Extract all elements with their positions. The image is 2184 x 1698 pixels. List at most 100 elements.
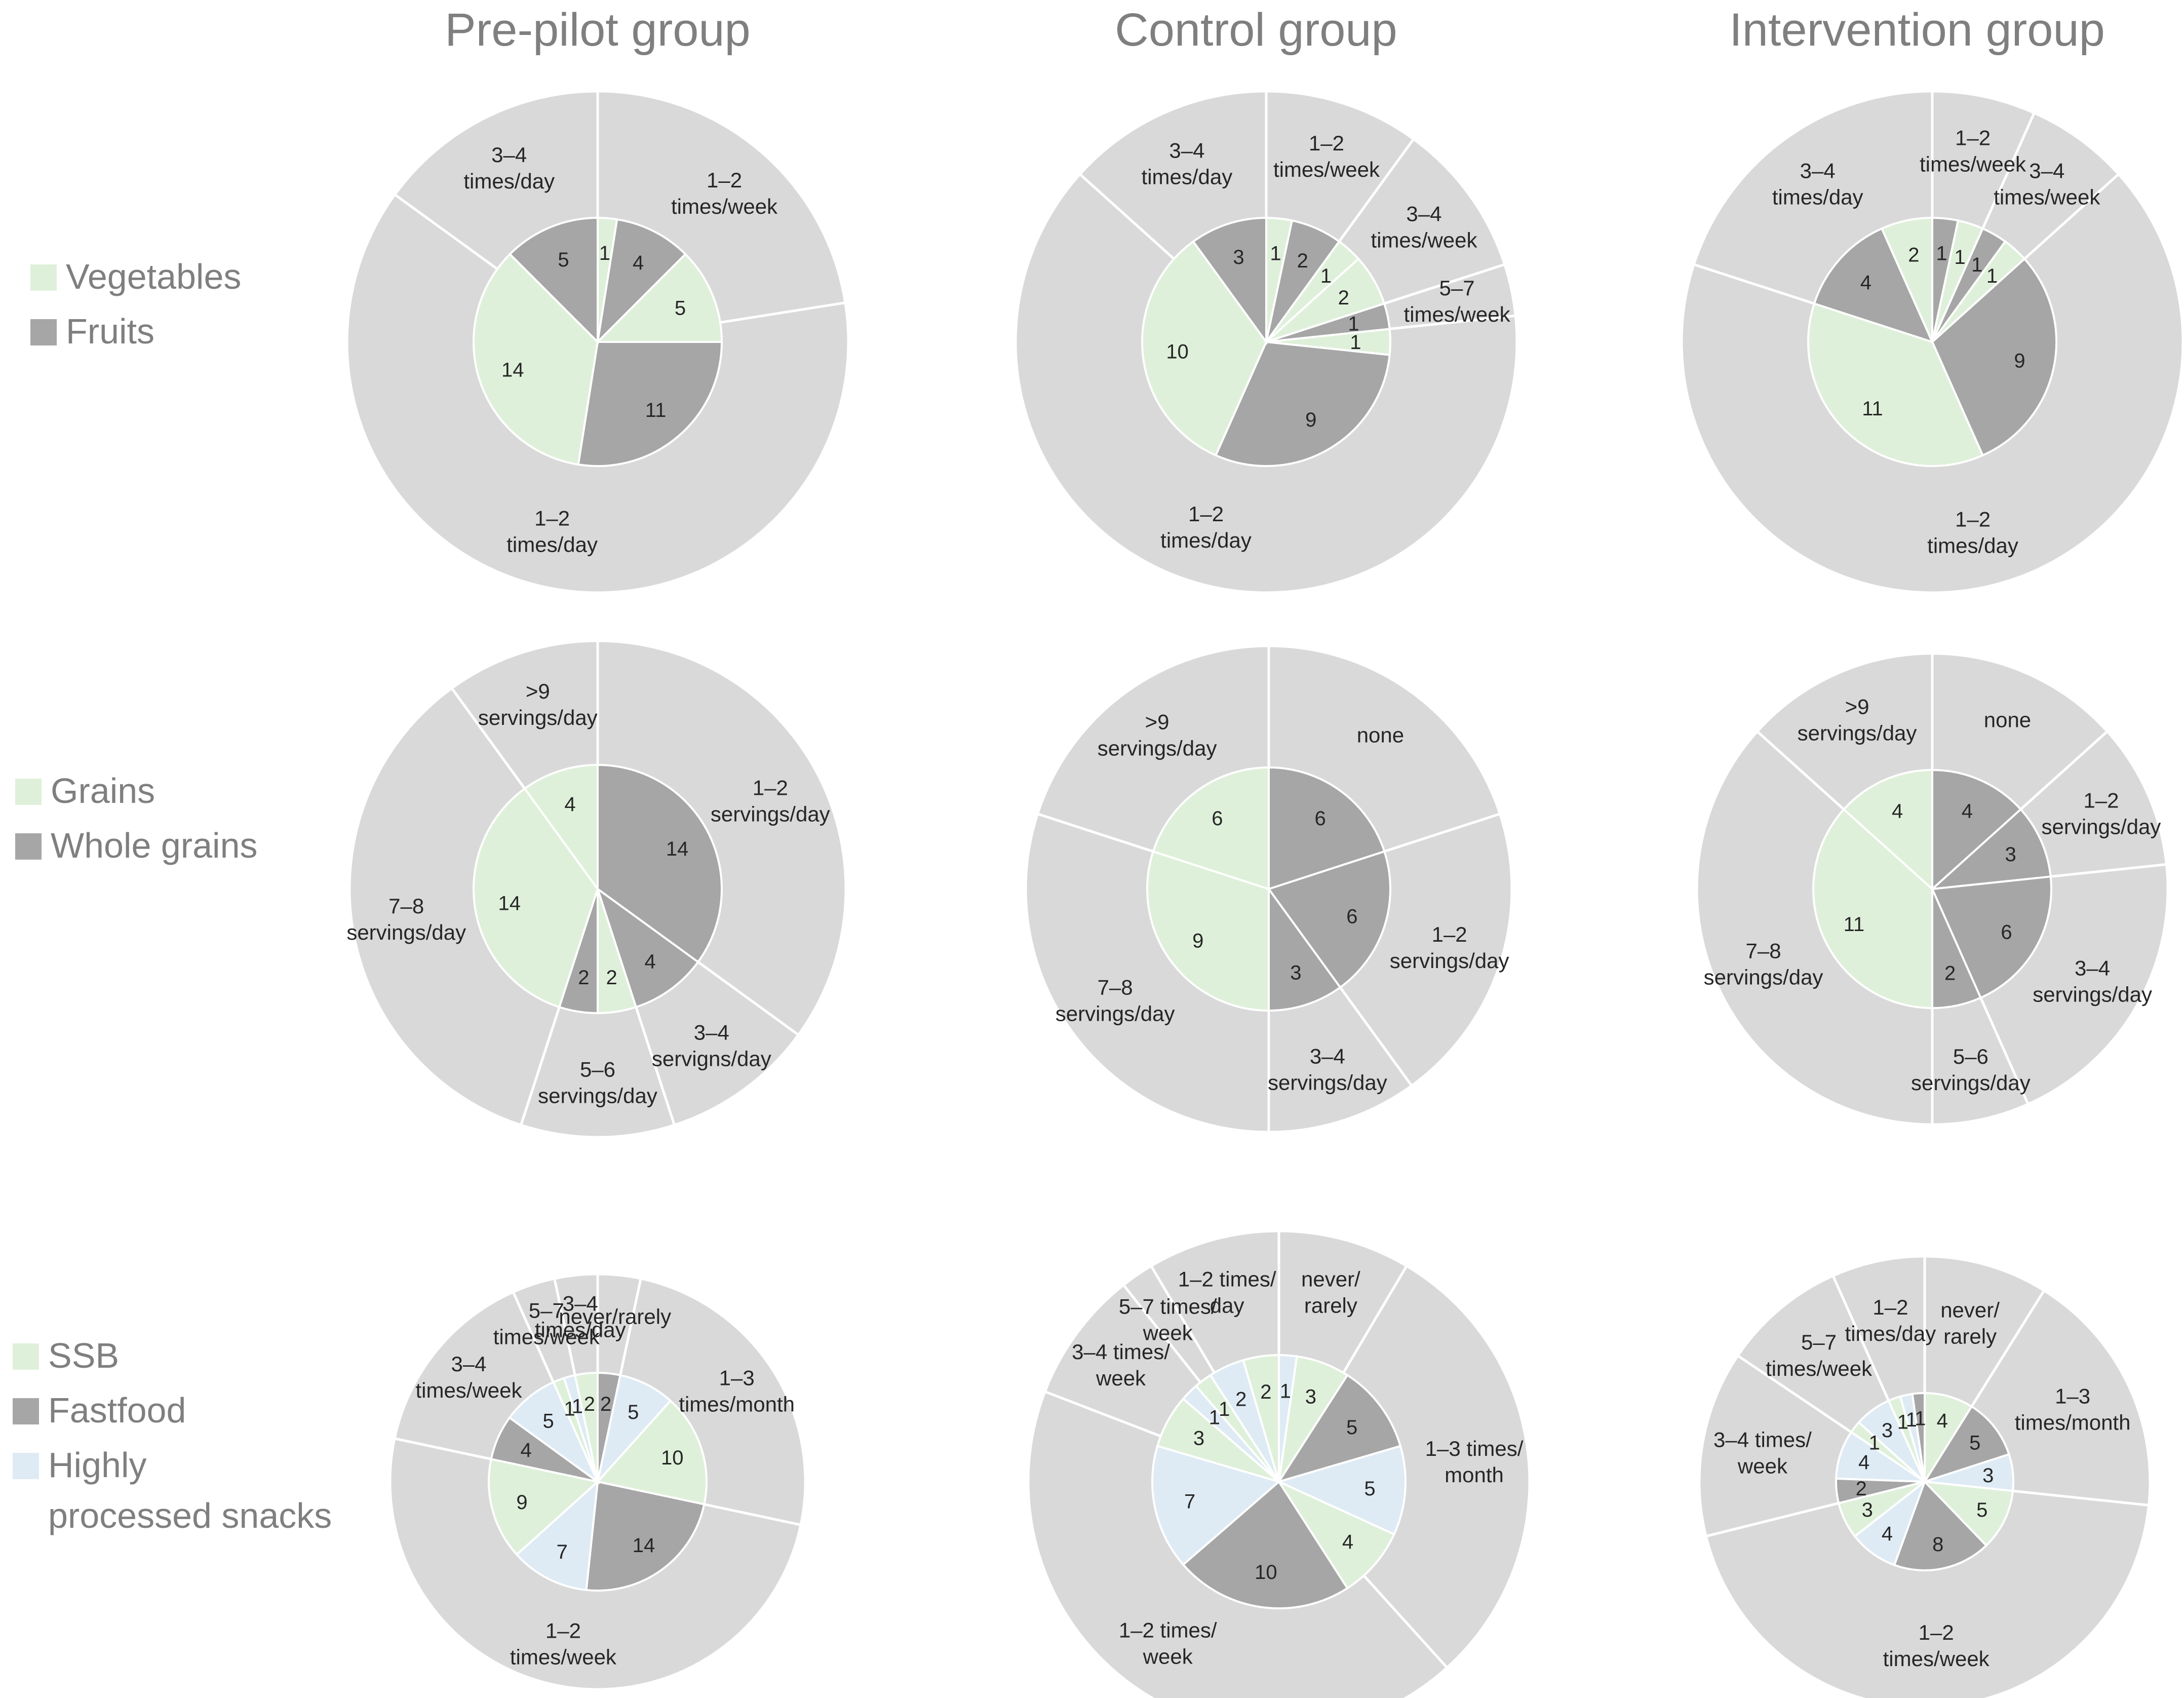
outer-category-label: 1–2 servings/day [1390, 922, 1509, 973]
inner-slice-fastfood [1182, 1480, 1349, 1609]
inner-slice-whole-grains [1267, 850, 1391, 989]
inner-value-label: 3 [1862, 1499, 1873, 1521]
inner-value-label: 3 [1290, 961, 1301, 984]
outer-category-label: never/rarely [559, 1304, 671, 1328]
inner-slice-whole-grains [1931, 768, 2022, 892]
inner-slice-vegetables [595, 252, 723, 343]
outer-category-label: 5–7 times/week [1766, 1330, 1873, 1380]
legend-label-whole-grains: Whole grains [51, 826, 258, 865]
legend-swatch-fastfood [13, 1398, 39, 1424]
outer-category-label: 1–2 servings/day [2042, 789, 2161, 839]
inner-slice-whole-grains [1931, 875, 2052, 999]
outer-category-label: 1–3 times/month [679, 1366, 795, 1416]
inner-value-label: 2 [600, 1393, 611, 1415]
outer-category-label: 1–2 times/day [506, 506, 598, 556]
outer-slice-1-2-servings-day [596, 639, 847, 1037]
inner-value-label: 11 [1844, 913, 1865, 936]
inner-slice-fruits [508, 216, 599, 344]
inner-value-label: 4 [645, 951, 656, 973]
inner-slice-vegetables [1807, 302, 1984, 468]
outer-slice-1-2-times-week [1704, 1480, 2151, 1698]
legend-label-fruits: Fruits [66, 312, 154, 351]
outer-category-label: 3–4 times/week [1994, 159, 2100, 209]
inner-value-label: 4 [564, 793, 575, 816]
inner-value-label: 8 [1932, 1533, 1943, 1556]
outer-category-label: 1–2 times/week [1119, 1618, 1217, 1668]
inner-slice-fruits [577, 341, 723, 468]
outer-category-label: 1–3 times/month [2015, 1384, 2131, 1435]
outer-category-label: 3–4 servings/day [2033, 956, 2152, 1007]
inner-value-label: 3 [1193, 1427, 1204, 1450]
inner-value-label: 1 [1350, 331, 1361, 354]
inner-value-label: 1 [1219, 1398, 1230, 1420]
inner-value-label: 4 [1858, 1451, 1869, 1474]
legend-swatch-highly-processed-snacks [13, 1453, 39, 1479]
inner-slice-fruits [1192, 216, 1267, 345]
inner-value-label: 1 [599, 242, 610, 264]
legend-3: SSB Fastfood Highly processed snacks [13, 1336, 332, 1535]
legend-label-highly-processed-snacks: Highly processed snacks [48, 1445, 332, 1535]
outer-category-label: 1–2 times/day [1845, 1295, 1936, 1345]
outer-category-label: 7–8 servings/day [1704, 939, 1823, 989]
inner-value-label: 4 [1892, 800, 1903, 822]
inner-slice-ssb [1242, 1354, 1280, 1482]
outer-category-label: 3–4 times/day [463, 143, 555, 193]
legend-swatch-vegetables [30, 264, 57, 291]
inner-value-label: 10 [1166, 340, 1189, 363]
inner-value-label: 1 [1906, 1409, 1917, 1431]
inner-value-label: 4 [1882, 1523, 1893, 1545]
inner-value-label: 11 [1862, 398, 1883, 420]
outer-category-label: 1–2 times/week [1273, 131, 1380, 181]
column-title-intervention: Intervention group [1729, 4, 2105, 56]
inner-value-label: 6 [1314, 807, 1325, 830]
column-titles: Pre-pilot group Control group Interventi… [445, 4, 2105, 56]
inner-value-label: 2 [1944, 962, 1956, 985]
outer-category-label: 3–4 times/day [1772, 159, 1863, 209]
legend-swatch-whole-grains [15, 833, 42, 860]
inner-slice-whole-grains [596, 886, 700, 1009]
inner-value-label: 3 [1882, 1419, 1893, 1442]
inner-value-label: 3 [1233, 246, 1244, 268]
inner-value-label: 1 [1209, 1407, 1220, 1429]
outer-category-label: 1–2 times/day [1178, 1267, 1276, 1317]
outer-category-label: 7–8 servings/day [346, 894, 466, 944]
inner-value-label: 2 [1297, 250, 1308, 272]
outer-slice-7-8-servings-day [348, 686, 599, 1127]
inner-value-label: 2 [1856, 1478, 1867, 1500]
legend-swatch-grains [15, 779, 42, 805]
outer-category-label: 3–4 times/day [1142, 138, 1233, 188]
inner-value-label: 1 [572, 1395, 583, 1417]
inner-value-label: 14 [633, 1534, 655, 1557]
inner-slice-ssb [1278, 1355, 1349, 1483]
outer-category-label: 1–2 servings/day [711, 776, 830, 826]
outer-category-label: 5–6 servings/day [1911, 1045, 2031, 1095]
inner-value-label: 5 [675, 297, 686, 319]
inner-value-label: 10 [661, 1447, 684, 1469]
legend-swatch-fruits [30, 319, 57, 345]
outer-slice-7-8-servings-day [1695, 729, 1934, 1126]
inner-value-label: 5 [558, 249, 569, 271]
inner-value-label: 14 [501, 359, 524, 381]
outer-category-label: never/rarely [1301, 1267, 1360, 1317]
outer-category-label: 1–3 times/month [1425, 1437, 1524, 1487]
outer-category-label: 3–4 times/week [415, 1352, 522, 1402]
outer-category-label: 1–2 times/week [1920, 126, 2026, 176]
inner-value-label: 7 [557, 1541, 568, 1563]
inner-slice-highly-processed-snacks [508, 1380, 600, 1485]
inner-value-label: 5 [628, 1401, 639, 1423]
outer-category-label: 5–7 times/week [493, 1299, 600, 1349]
inner-value-label: 5 [1976, 1499, 1987, 1521]
outer-category-label: 5–7 times/week [1119, 1295, 1217, 1345]
inner-slice-grains [1812, 807, 1933, 1010]
legends: Vegetables Fruits Grains Whole grains SSB Fas… [13, 257, 332, 1535]
inner-slice-highly-processed-snacks [1276, 1445, 1407, 1536]
inner-value-label: 6 [1212, 807, 1223, 830]
outer-category-label: 1–2 times/week [510, 1618, 617, 1669]
inner-slice-fruits [596, 218, 687, 345]
legend-label-fastfood: Fastfood [48, 1391, 186, 1430]
inner-value-label: 2 [1260, 1381, 1271, 1403]
pie-chart-intervention-group-grains-whole-grains: 4 3 6 2 11 4 none 1–2 servings/day 3–4 servings/da… [1695, 652, 2169, 1126]
inner-value-label: 1 [1986, 265, 1998, 287]
